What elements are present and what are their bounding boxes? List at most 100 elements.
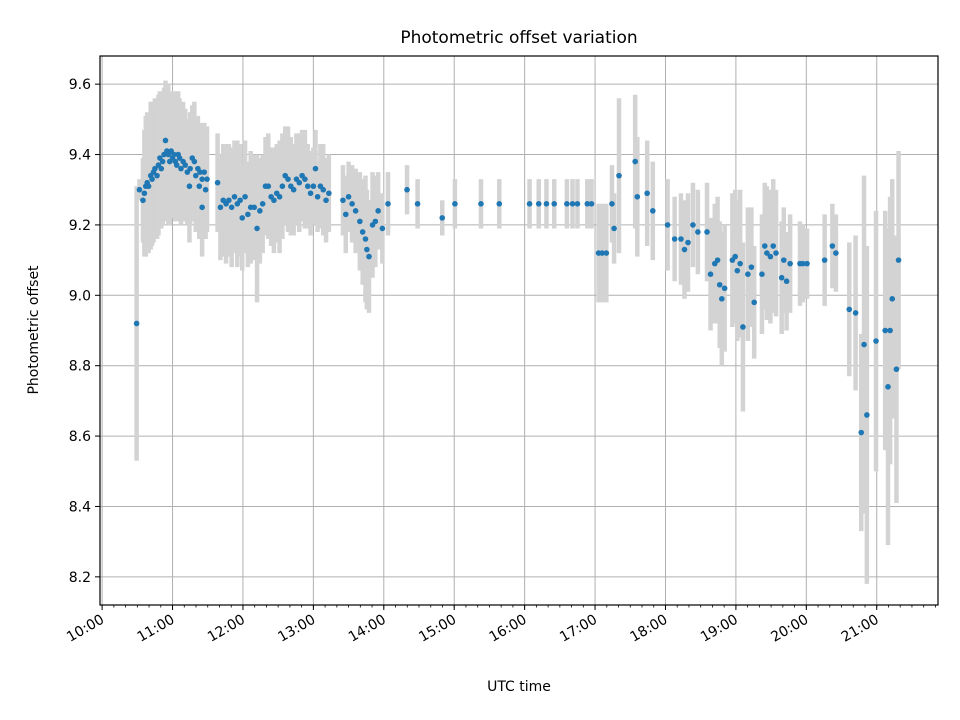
data-point: [314, 193, 321, 200]
data-point: [858, 429, 865, 436]
data-point: [340, 197, 346, 204]
data-point: [740, 324, 746, 330]
data-point: [861, 341, 867, 348]
data-point: [767, 253, 774, 260]
data-point: [634, 193, 641, 200]
data-point: [197, 169, 203, 175]
data-point: [584, 201, 591, 207]
data-point: [644, 190, 650, 197]
data-point: [716, 281, 723, 288]
data-point: [182, 162, 189, 168]
data-point: [265, 183, 272, 190]
data-point: [885, 384, 891, 390]
data-point: [345, 193, 352, 200]
data-point: [323, 197, 329, 204]
data-point: [237, 197, 243, 204]
data-point: [290, 186, 297, 193]
data-point: [761, 243, 768, 249]
y-tick-label: 9.2: [69, 218, 91, 234]
data-point: [681, 246, 688, 253]
data-point: [759, 271, 765, 277]
data-point: [226, 197, 232, 204]
data-point: [145, 183, 152, 190]
data-point: [852, 310, 859, 316]
data-point: [685, 239, 691, 246]
data-point: [778, 274, 785, 281]
data-point: [141, 190, 148, 197]
data-point: [721, 285, 728, 292]
y-tick-label: 9.0: [69, 288, 91, 304]
data-point: [632, 158, 638, 165]
data-point: [199, 176, 205, 182]
data-point: [201, 169, 208, 175]
data-point: [366, 253, 372, 260]
data-point: [304, 183, 311, 190]
data-point: [259, 201, 266, 207]
chart-title: Photometric offset variation: [400, 28, 637, 48]
data-point: [154, 172, 160, 179]
data-point: [285, 176, 291, 182]
data-point: [231, 193, 238, 200]
data-point: [734, 267, 741, 274]
data-point: [893, 366, 900, 373]
data-point: [162, 137, 169, 144]
data-point: [312, 165, 319, 172]
data-point: [379, 225, 386, 232]
data-point: [690, 222, 696, 228]
data-point: [133, 320, 140, 327]
data-point: [895, 257, 902, 263]
data-point: [173, 162, 180, 168]
data-point: [833, 250, 839, 256]
data-point: [364, 246, 370, 253]
data-point: [599, 250, 605, 256]
data-points: [133, 137, 902, 436]
data-point: [535, 201, 542, 207]
data-point: [787, 260, 793, 267]
data-point: [178, 165, 184, 172]
data-point: [799, 260, 806, 267]
data-point: [326, 190, 332, 197]
data-point: [496, 201, 503, 207]
data-point: [745, 271, 751, 277]
data-point: [276, 193, 283, 200]
data-point: [254, 225, 260, 232]
data-point: [452, 201, 458, 207]
data-point: [158, 165, 165, 172]
data-point: [704, 229, 710, 235]
data-point: [217, 204, 224, 211]
data-point: [228, 204, 235, 211]
x-axis-label: UTC time: [487, 679, 551, 695]
data-point: [751, 299, 758, 306]
data-point: [349, 201, 355, 207]
data-point: [214, 179, 221, 186]
data-point: [239, 215, 246, 221]
data-point: [251, 204, 258, 211]
data-point: [770, 243, 777, 249]
data-point: [714, 257, 721, 263]
data-point: [307, 190, 314, 197]
data-point: [192, 172, 199, 179]
data-point: [385, 201, 391, 207]
data-point: [737, 260, 743, 267]
data-point: [186, 183, 193, 190]
data-point: [783, 278, 790, 285]
data-point: [574, 201, 581, 207]
y-tick-label: 9.4: [69, 148, 91, 164]
data-point: [764, 250, 770, 256]
data-point: [649, 208, 656, 214]
data-point: [887, 327, 893, 334]
data-point: [296, 179, 303, 186]
plot-area: [100, 56, 938, 605]
data-point: [152, 165, 158, 172]
data-point: [279, 183, 286, 190]
data-point: [526, 201, 533, 207]
data-point: [732, 253, 738, 260]
data-point: [320, 186, 327, 193]
data-point: [678, 236, 684, 242]
data-point: [171, 151, 177, 158]
data-point: [357, 218, 363, 225]
data-point: [821, 257, 828, 263]
data-point: [271, 197, 277, 204]
data-point: [616, 172, 622, 179]
data-point: [375, 208, 381, 214]
